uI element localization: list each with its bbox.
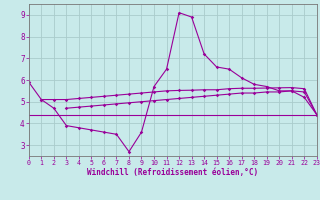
X-axis label: Windchill (Refroidissement éolien,°C): Windchill (Refroidissement éolien,°C) [87,168,258,177]
